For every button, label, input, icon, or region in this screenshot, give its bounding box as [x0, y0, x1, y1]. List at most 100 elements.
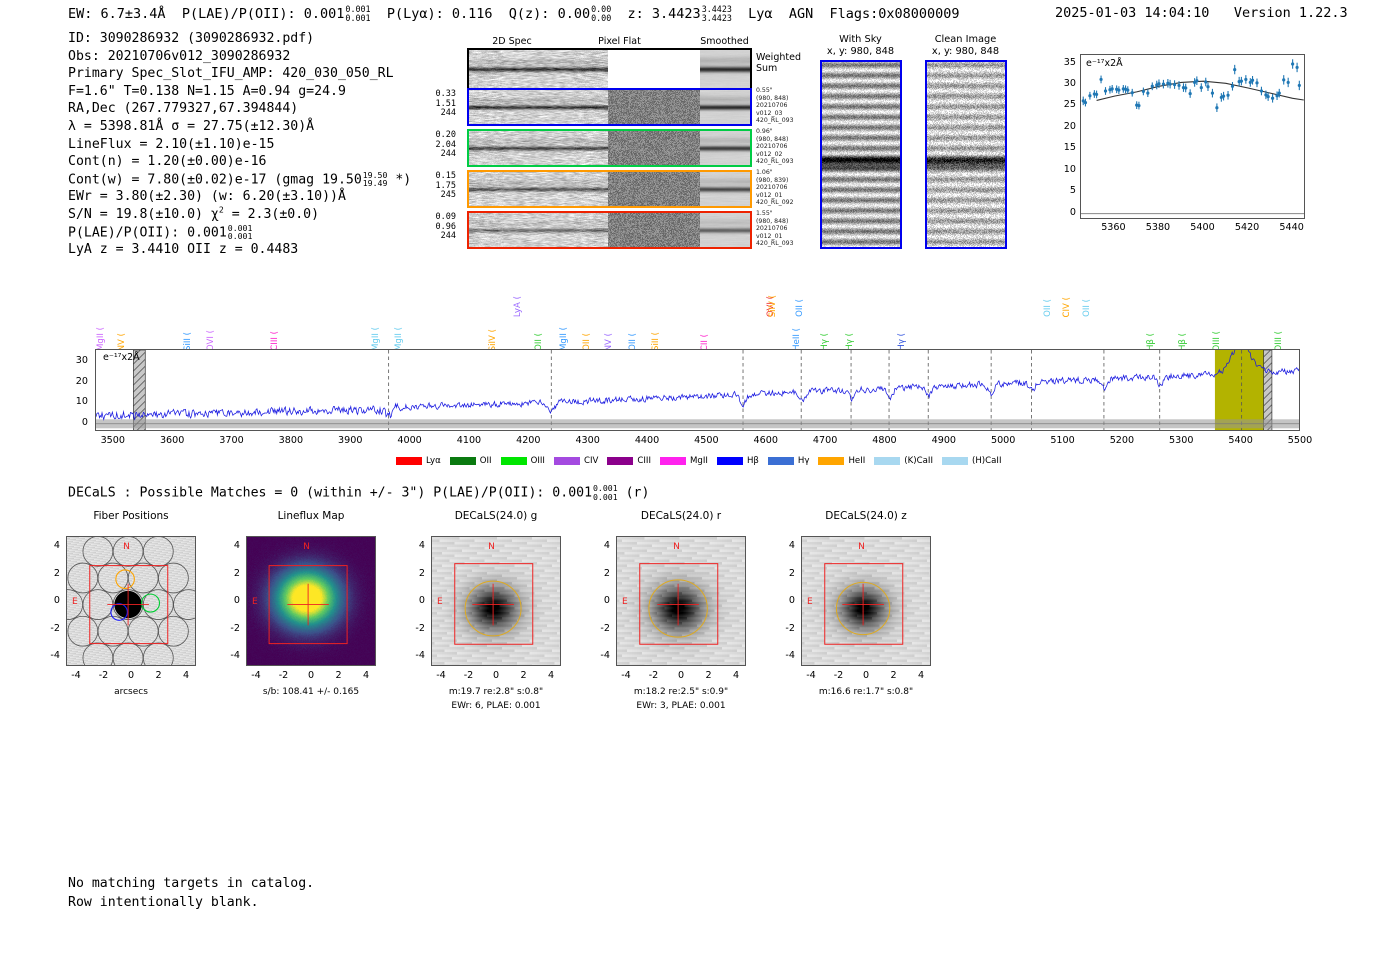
thumbnail-xtick: 4 — [732, 670, 740, 681]
main-xtick: 4300 — [575, 435, 600, 446]
spec2d-panel: 2D Spec Pixel Flat Smoothed Weighted Sum — [462, 36, 807, 256]
line-label: SiIV ( — [768, 294, 778, 317]
thumbnail-xtick: 0 — [492, 670, 500, 681]
legend-label: Lyα — [426, 456, 441, 466]
thumbnail-canvas — [802, 537, 930, 665]
main-xtick: 4500 — [694, 435, 719, 446]
main-xtick: 5100 — [1050, 435, 1075, 446]
thumbnail-ytick: 2 — [233, 567, 240, 579]
spec2d-exposure-rows: 0.33 1.51 244 0.55" (980, 848) 20210706 v012_0… — [436, 87, 822, 249]
info-id: ID: 3090286932 (3090286932.pdf) — [68, 31, 315, 46]
smoothed-image — [700, 131, 750, 165]
legend-item: (H)CaII — [941, 456, 1002, 467]
info-plae-errors: 0.001 0.001 — [227, 222, 253, 242]
cutout-title-text: Clean Image — [934, 34, 997, 45]
thumbnail-xtick: 0 — [677, 670, 685, 681]
thumbnail-ytick: -2 — [230, 622, 240, 634]
thumbnail-ytick: -2 — [415, 622, 425, 634]
main-xtick: 4200 — [516, 435, 541, 446]
zoom-xtick: 5400 — [1190, 222, 1215, 233]
thumbnail-xtick: 4 — [182, 670, 190, 681]
thumbnail-xtick: -4 — [621, 670, 631, 681]
cutout-image — [822, 62, 900, 247]
footer-line-2: Row intentionally blank. — [68, 895, 259, 910]
thumbnail-ytick: 0 — [418, 595, 425, 606]
legend-item: OIII — [500, 456, 545, 467]
legend-item: CIV — [553, 456, 599, 467]
plae-value: 0.001 — [303, 5, 345, 22]
line-label: OII ( — [1043, 299, 1053, 317]
qz-label: Q(z): — [508, 5, 550, 22]
pixelflat-image-weighted — [608, 50, 700, 88]
main-xtick: 4400 — [634, 435, 660, 446]
z-value: 3.4423 — [651, 5, 701, 22]
legend-label: MgII — [690, 456, 708, 466]
spec2d-row-1-right-labels: 0.96" (980, 848) 20210706 v012_02 420_RL_093 — [756, 128, 794, 166]
thumbnail-xtick: 0 — [127, 670, 135, 681]
header-summary-line: EW: 6.7±3.4Å P(LAE)/P(OII): 0.0010.001 0.… — [68, 5, 960, 23]
main-ytick: 10 — [75, 396, 88, 408]
thumbnail-xtick: -2 — [648, 670, 659, 681]
legend-label: CIII — [637, 456, 651, 466]
main-xtick: 4700 — [812, 435, 838, 446]
spec2d-image-weighted — [469, 50, 608, 88]
spec2d-row-3-left-labels: 0.09 0.96 244 — [435, 212, 456, 241]
plya-value: 0.116 — [451, 5, 493, 22]
main-spectrum-annotation: e⁻¹⁷x2Å — [103, 352, 140, 363]
thumbnail-caption-1: m:19.7 re:2.8" s:0.8" — [448, 687, 544, 697]
main-ytick: 20 — [75, 375, 88, 387]
main-xtick: 3500 — [100, 435, 125, 446]
thumbnail-xtick: 4 — [917, 670, 925, 681]
info-cont-w: Cont(w) = 7.80(±0.02)e-17 (gmag 19.5019.… — [68, 169, 412, 189]
thumbnail-xtick: -2 — [278, 670, 289, 681]
zoom-ytick: 20 — [1063, 120, 1076, 132]
legend-label: OII — [479, 456, 492, 466]
pixelflat-image — [608, 131, 700, 165]
thumbnail-ytick: 2 — [53, 567, 60, 579]
main-xtick: 5300 — [1169, 435, 1194, 446]
thumbnail-canvas — [432, 537, 560, 665]
zoom-ytick: 25 — [1063, 99, 1076, 111]
info-redshifts: LyA z = 3.4410 OII z = 0.4483 — [68, 242, 299, 258]
thumbnail-xtick: 4 — [362, 670, 370, 681]
cutout-title-text: With Sky — [839, 34, 882, 45]
thumbnail-caption-1: s/b: 108.41 +/- 0.165 — [262, 687, 360, 697]
line-label: OII ( — [1082, 299, 1092, 317]
spec2d-row-1-left-labels: 0.20 2.04 244 — [435, 130, 456, 159]
pixelflat-image — [608, 213, 700, 247]
thumbnail-xtick: 2 — [520, 670, 527, 681]
spec2d-row-2-right-labels: 1.06" (980, 839) 20210706 v012_01 420_RL_092 — [756, 169, 794, 207]
zoom-ytick: 5 — [1069, 185, 1076, 197]
plae-errors: 0.001 0.001 — [345, 4, 371, 23]
thumbnail-ytick: 0 — [788, 595, 795, 606]
thumbnail-xtick: 2 — [890, 670, 897, 681]
main-xtick: 3700 — [219, 435, 244, 446]
spec2d-exposure-row — [467, 170, 752, 208]
thumbnail-canvas — [617, 537, 745, 665]
spec2d-exposure-row — [467, 129, 752, 167]
spec2d-image — [469, 213, 608, 247]
legend-label: CIV — [583, 456, 599, 466]
thumbnail-caption-2: EWr: 6, PLAE: 0.001 — [451, 701, 541, 711]
main-xtick: 3800 — [278, 435, 304, 446]
legend-item: Lyα — [396, 456, 441, 467]
legend-item: OII — [449, 456, 492, 467]
legend-swatch — [818, 457, 845, 465]
thumbnail-canvas — [67, 537, 195, 665]
info-lambda-sigma: λ = 5398.81Å σ = 27.75(±12.30)Å — [68, 118, 315, 134]
cutout-image — [927, 62, 1005, 247]
legend-label: Hβ — [746, 456, 759, 466]
thumbnail-ytick: 2 — [788, 567, 795, 579]
datetime: 2025-01-03 14:04:10 — [1055, 5, 1210, 21]
footer-note: No matching targets in catalog. Row inte… — [68, 874, 314, 912]
main-xtick: 3600 — [159, 435, 185, 446]
main-spectrum-plot: e⁻¹⁷x2Å 3500 3600 3700 3800 3900 4000 4100 4200… — [0, 345, 1400, 455]
thumbnail-caption-1: m:18.2 re:2.5" s:0.9" — [633, 687, 729, 697]
smoothed-image — [700, 90, 750, 124]
ew-label: EW: — [68, 5, 93, 22]
info-cont-n: Cont(n) = 1.20(±0.00)e-16 — [68, 154, 267, 170]
thumbnail-xtick: 2 — [705, 670, 712, 681]
object-info-block: ID: 3090286932 (3090286932.pdf) Obs: 202… — [68, 30, 411, 259]
pixelflat-image — [608, 90, 700, 124]
main-ytick: 0 — [81, 416, 88, 428]
